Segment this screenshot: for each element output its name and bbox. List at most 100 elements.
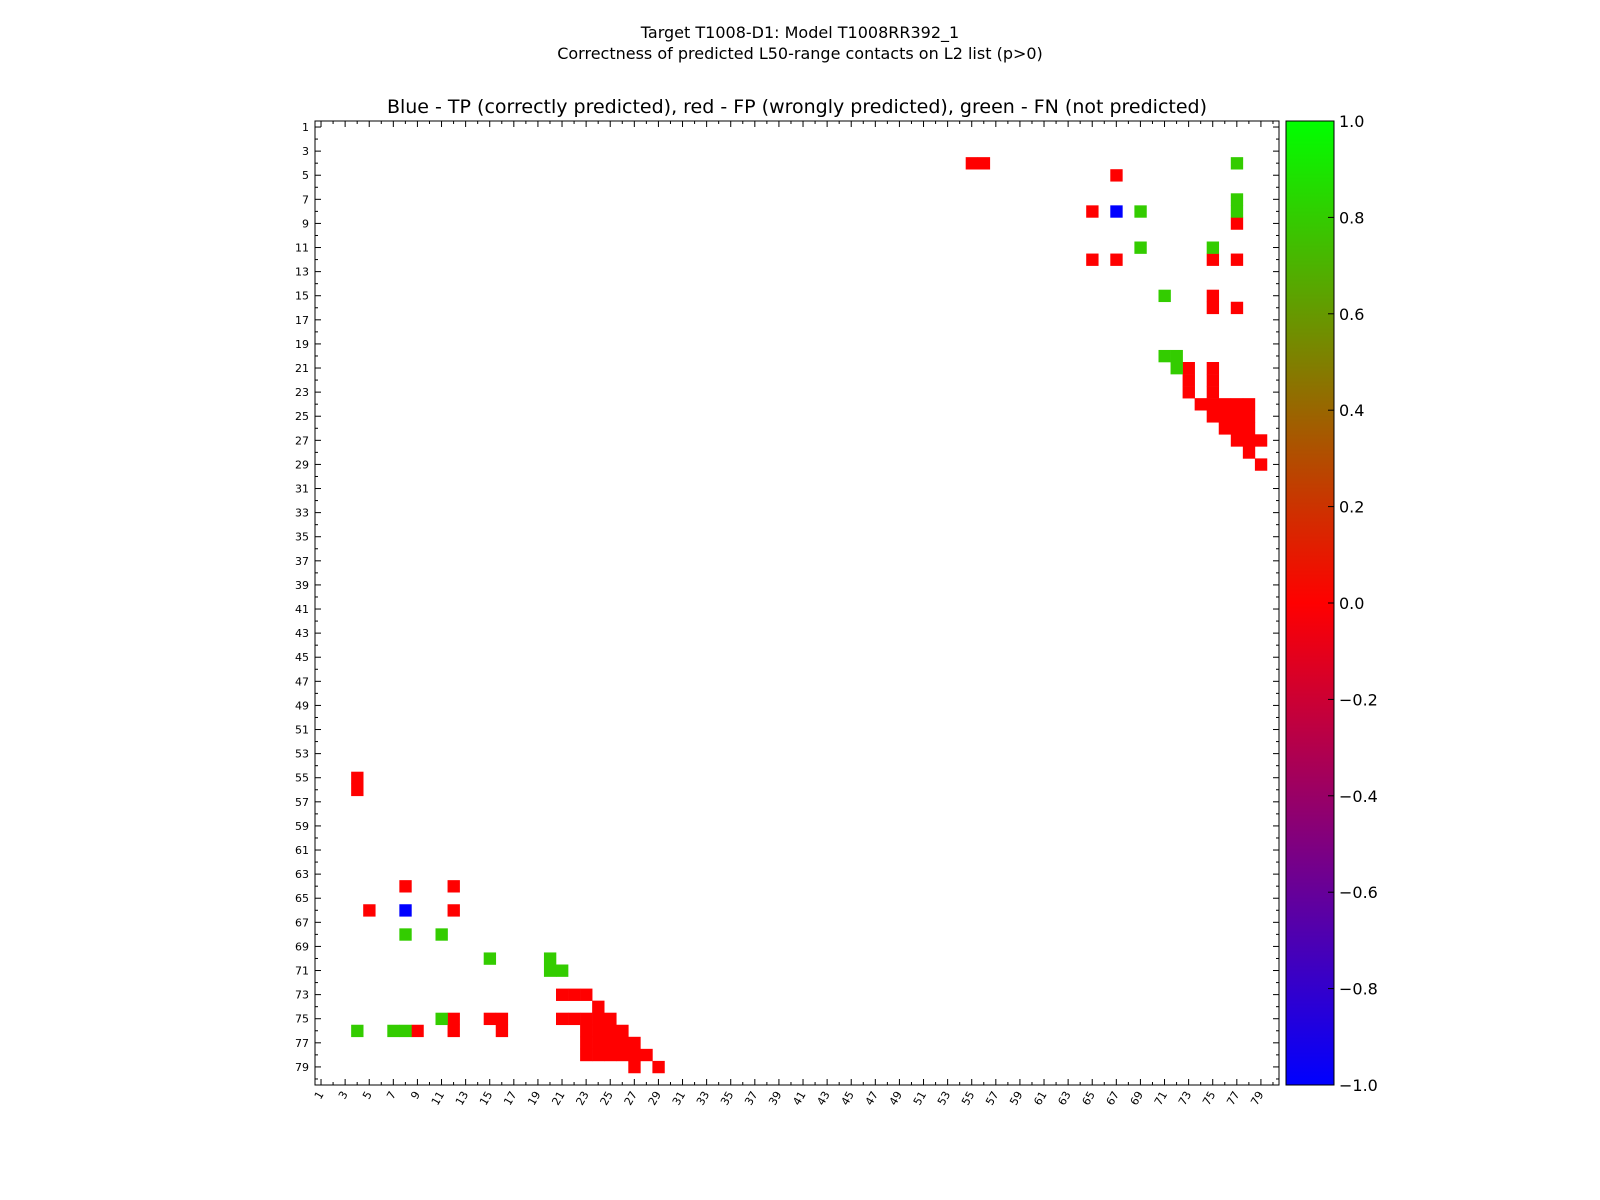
y-tick-label: 9 bbox=[302, 217, 309, 230]
contact-cell-fp-upper bbox=[1086, 205, 1099, 218]
x-tick-label: 5 bbox=[360, 1089, 375, 1102]
contact-cell-fp-lower bbox=[580, 1048, 593, 1062]
colorbar-tick-label: 0.0 bbox=[1339, 594, 1364, 613]
contact-cell-fn-lower bbox=[543, 964, 557, 977]
contact-cell-fp-lower bbox=[483, 1012, 497, 1026]
contact-cell-fn-upper bbox=[1230, 193, 1244, 206]
contact-cell-fp-lower bbox=[628, 1060, 641, 1074]
contact-cell-fp-upper bbox=[1242, 410, 1256, 423]
contact-cell-fp-lower bbox=[592, 1024, 605, 1038]
y-tick-label: 53 bbox=[295, 748, 309, 761]
contact-cell-fp-upper bbox=[1230, 434, 1244, 447]
contact-cell-fp-upper bbox=[1242, 434, 1256, 447]
x-tick-label: 53 bbox=[935, 1089, 953, 1108]
contact-cell-fp-upper bbox=[1182, 386, 1195, 399]
figure-title-line1: Target T1008-D1: Model T1008RR392_1 bbox=[640, 23, 959, 43]
contact-cell-fp-lower bbox=[592, 1036, 605, 1050]
contact-cell-fp-upper bbox=[1254, 434, 1268, 447]
x-tick-label: 41 bbox=[790, 1089, 808, 1108]
contact-cell-fp-lower bbox=[447, 904, 460, 917]
contact-cell-fp-upper bbox=[965, 157, 979, 170]
y-tick-label: 71 bbox=[295, 965, 309, 978]
y-tick-label: 75 bbox=[295, 1013, 309, 1026]
contact-cell-fn-lower bbox=[387, 1024, 400, 1038]
y-tick-label: 27 bbox=[295, 434, 309, 447]
y-tick-label: 79 bbox=[295, 1061, 309, 1074]
contact-cell-fp-upper bbox=[1230, 422, 1244, 435]
colorbar-ticks: 1.0 0.8 0.6 0.4 0.2 0.0 −0.2 −0.4 −0.6 −0.8 −1.0 bbox=[1328, 112, 1378, 1095]
contact-cell-fp-upper bbox=[1086, 253, 1099, 266]
x-axis-ticks: 1 3 5 7 9 11 13 15 17 19 21 23 25 27 29 31 33 35 37 39 41 43 4… bbox=[312, 121, 1274, 1108]
contact-cell-fp-lower bbox=[616, 1024, 629, 1038]
x-tick-label: 63 bbox=[1055, 1089, 1073, 1108]
y-tick-label: 39 bbox=[295, 579, 309, 592]
y-tick-label: 43 bbox=[295, 627, 309, 640]
colorbar-tick-label: −0.4 bbox=[1339, 787, 1378, 806]
y-tick-label: 15 bbox=[295, 290, 309, 303]
contact-cell-fp-lower bbox=[495, 1024, 509, 1038]
contact-cell-fp-upper bbox=[977, 157, 991, 170]
contact-cell-fp-lower bbox=[447, 1024, 460, 1038]
contact-cell-fp-upper bbox=[1206, 289, 1220, 303]
contact-cell-fp-lower bbox=[399, 880, 412, 893]
contact-cell-fp-upper bbox=[1206, 374, 1220, 387]
chart-title: Blue - TP (correctly predicted), red - F… bbox=[387, 96, 1207, 118]
colorbar-tick-label: −1.0 bbox=[1339, 1076, 1378, 1095]
contact-cell-fp-lower bbox=[568, 1012, 581, 1026]
colorbar-gradient bbox=[1285, 120, 1335, 1086]
x-tick-label: 43 bbox=[814, 1089, 832, 1108]
contact-cell-fp-upper bbox=[1206, 410, 1220, 423]
y-tick-label: 25 bbox=[295, 410, 309, 423]
contact-cell-fn-lower bbox=[351, 1024, 364, 1038]
y-tick-label: 3 bbox=[302, 145, 309, 158]
y-axis-ticks: 1357911131517192123252729313335373941434… bbox=[295, 121, 1279, 1080]
x-tick-label: 31 bbox=[670, 1089, 688, 1108]
y-tick-label: 57 bbox=[295, 796, 309, 809]
x-tick-label: 7 bbox=[384, 1089, 399, 1102]
x-tick-label: 79 bbox=[1248, 1089, 1266, 1108]
x-tick-label: 47 bbox=[863, 1089, 881, 1108]
x-tick-label: 27 bbox=[622, 1089, 640, 1108]
colorbar-tick-label: −0.2 bbox=[1339, 690, 1378, 709]
contact-cell-tp-lower bbox=[399, 904, 412, 917]
x-tick-label: 25 bbox=[598, 1089, 616, 1108]
heatmap-background bbox=[315, 121, 1279, 1085]
contact-cell-fp-upper bbox=[1230, 398, 1244, 411]
heatmap-cells bbox=[351, 157, 1268, 1074]
x-tick-label: 73 bbox=[1176, 1089, 1194, 1108]
contact-cell-fp-lower bbox=[592, 1000, 605, 1013]
contact-cell-fp-lower bbox=[616, 1048, 629, 1062]
x-tick-label: 15 bbox=[477, 1089, 495, 1108]
x-tick-label: 33 bbox=[694, 1089, 712, 1108]
contact-cell-fp-lower bbox=[351, 771, 364, 785]
x-tick-label: 45 bbox=[839, 1089, 857, 1108]
contact-cell-fp-lower bbox=[363, 904, 376, 917]
contact-cell-fn-upper bbox=[1134, 205, 1147, 218]
y-tick-label: 63 bbox=[295, 868, 309, 881]
y-tick-label: 47 bbox=[295, 675, 309, 688]
contact-cell-fp-lower bbox=[447, 880, 460, 893]
y-tick-label: 1 bbox=[302, 121, 309, 134]
contact-cell-fp-upper bbox=[1206, 301, 1220, 315]
contact-cell-fn-lower bbox=[399, 928, 412, 941]
y-tick-label: 11 bbox=[295, 242, 309, 255]
contact-cell-fn-lower bbox=[483, 952, 497, 965]
colorbar-tick-label: 0.8 bbox=[1339, 208, 1364, 227]
contact-cell-fp-lower bbox=[628, 1036, 641, 1050]
x-tick-label: 65 bbox=[1080, 1089, 1098, 1108]
x-tick-label: 67 bbox=[1104, 1089, 1122, 1108]
x-tick-label: 21 bbox=[549, 1089, 567, 1108]
x-tick-label: 3 bbox=[336, 1089, 351, 1102]
x-tick-label: 77 bbox=[1224, 1089, 1242, 1108]
y-tick-label: 21 bbox=[295, 362, 309, 375]
contact-cell-fp-upper bbox=[1206, 386, 1220, 399]
contact-cell-fp-upper bbox=[1206, 253, 1220, 266]
contact-cell-fp-upper bbox=[1110, 169, 1123, 182]
contact-cell-fp-lower bbox=[351, 783, 364, 797]
x-tick-label: 13 bbox=[453, 1089, 471, 1108]
x-tick-label: 61 bbox=[1031, 1089, 1049, 1108]
contact-cell-fp-upper bbox=[1254, 458, 1268, 471]
y-tick-label: 61 bbox=[295, 844, 309, 857]
x-tick-label: 39 bbox=[766, 1089, 784, 1108]
colorbar-tick-label: 0.6 bbox=[1339, 305, 1364, 324]
